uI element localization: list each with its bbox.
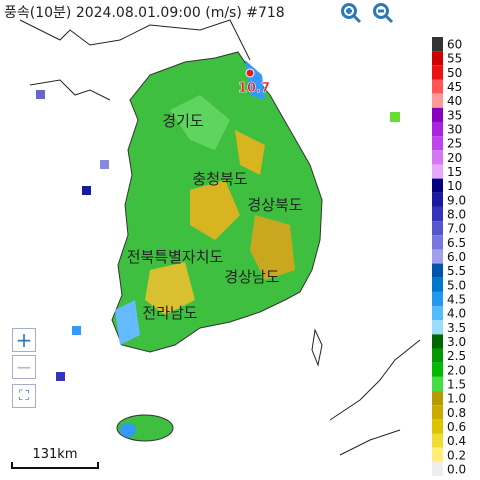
- zoom-out[interactable]: [372, 2, 394, 24]
- region-label: 전북특별자치도: [127, 248, 224, 266]
- legend-label: 20: [447, 151, 462, 165]
- island: [36, 90, 45, 99]
- wind-area: [170, 95, 230, 150]
- legend-label: 1.0: [447, 392, 466, 406]
- coastline: [29, 79, 111, 101]
- region-label: 경상북도: [247, 196, 302, 214]
- legend-label: 0.0: [447, 462, 466, 476]
- region-label: 경상남도: [224, 268, 279, 286]
- legend-label: 60: [447, 38, 462, 52]
- fullscreen[interactable]: ⛶: [12, 384, 36, 408]
- wind-area: [190, 180, 240, 240]
- legend-label: 35: [447, 108, 462, 122]
- legend-label: 6.5: [447, 236, 466, 250]
- legend-swatch: [432, 348, 443, 363]
- wind-area: [250, 215, 295, 280]
- legend-swatch: [432, 93, 443, 108]
- scale-label: 131km: [32, 447, 77, 462]
- legend-label: 0.2: [447, 448, 466, 462]
- title: 풍속(10분) 2024.08.01.09:00 (m/s) #718: [4, 5, 285, 21]
- legend-swatch: [432, 277, 443, 292]
- legend-label: 55: [447, 52, 462, 66]
- wind-area: [145, 262, 195, 315]
- legend-label: 1.5: [447, 377, 466, 391]
- island: [311, 328, 323, 367]
- island: [72, 326, 81, 335]
- legend-swatch: [432, 65, 443, 80]
- island: [390, 112, 400, 122]
- region-label: 전라남도: [142, 304, 197, 322]
- legend-swatch: [432, 178, 443, 193]
- wind-area: [115, 300, 140, 345]
- legend-label: 3.0: [447, 335, 466, 349]
- legend-label: 9.0: [447, 193, 466, 207]
- legend-swatch: [432, 37, 443, 52]
- legend-swatch: [432, 362, 443, 377]
- legend-swatch: [432, 136, 443, 151]
- legend-label: 25: [447, 137, 462, 151]
- legend-label: 7.0: [447, 222, 466, 236]
- scale-bar: [11, 462, 99, 469]
- wind-area: [120, 423, 136, 437]
- legend-swatch: [432, 376, 443, 392]
- legend-label: 0.4: [447, 434, 466, 448]
- legend-swatch: [432, 405, 443, 420]
- legend-swatch: [432, 306, 443, 321]
- legend-swatch: [432, 164, 443, 179]
- region-label: 경기도: [162, 112, 204, 130]
- legend-swatch: [432, 263, 443, 278]
- legend-label: 50: [447, 66, 462, 80]
- legend-swatch: [432, 121, 443, 137]
- legend-label: 40: [447, 94, 462, 108]
- legend-label: 5.5: [447, 264, 466, 278]
- zoom-in[interactable]: [340, 2, 362, 24]
- legend-label: 4.5: [447, 292, 466, 306]
- legend-swatch: [432, 447, 443, 462]
- legend-swatch: [432, 206, 443, 222]
- legend-swatch: [432, 150, 443, 165]
- legend-swatch: [432, 235, 443, 250]
- wind-area: [235, 130, 265, 175]
- zoom-minus[interactable]: −: [12, 355, 36, 379]
- legend-swatch: [432, 433, 443, 448]
- legend-label: 2.5: [447, 349, 466, 363]
- coastline: [19, 19, 251, 61]
- legend-label: 5.0: [447, 278, 466, 292]
- coastline: [329, 339, 421, 456]
- legend-label: 2.0: [447, 363, 466, 377]
- legend-swatch: [432, 221, 443, 236]
- legend-swatch: [432, 334, 443, 349]
- legend-swatch: [432, 320, 443, 335]
- legend-swatch: [432, 192, 443, 207]
- legend-label: 4.0: [447, 307, 466, 321]
- legend-swatch: [432, 461, 443, 476]
- station-marker[interactable]: [245, 68, 255, 78]
- legend-label: 8.0: [447, 208, 466, 222]
- legend-swatch: [432, 51, 443, 66]
- legend-swatch: [432, 79, 443, 94]
- legend-label: 0.8: [447, 406, 466, 420]
- station-value: 10.7: [238, 81, 270, 96]
- legend-label: 0.6: [447, 420, 466, 434]
- legend-label: 30: [447, 123, 462, 137]
- legend-label: 3.5: [447, 321, 466, 335]
- region-label: 충청북도: [192, 170, 247, 188]
- legend-label: 10: [447, 179, 462, 193]
- legend-swatch: [432, 249, 443, 264]
- legend-label: 15: [447, 165, 462, 179]
- island: [56, 372, 65, 381]
- legend-label: 45: [447, 80, 462, 94]
- legend-swatch: [432, 419, 443, 434]
- legend-swatch: [432, 291, 443, 307]
- island: [100, 160, 109, 169]
- zoom-plus[interactable]: +: [12, 328, 36, 352]
- legend-swatch: [432, 107, 443, 122]
- legend-label: 6.0: [447, 250, 466, 264]
- island: [82, 186, 91, 195]
- legend-swatch: [432, 391, 443, 406]
